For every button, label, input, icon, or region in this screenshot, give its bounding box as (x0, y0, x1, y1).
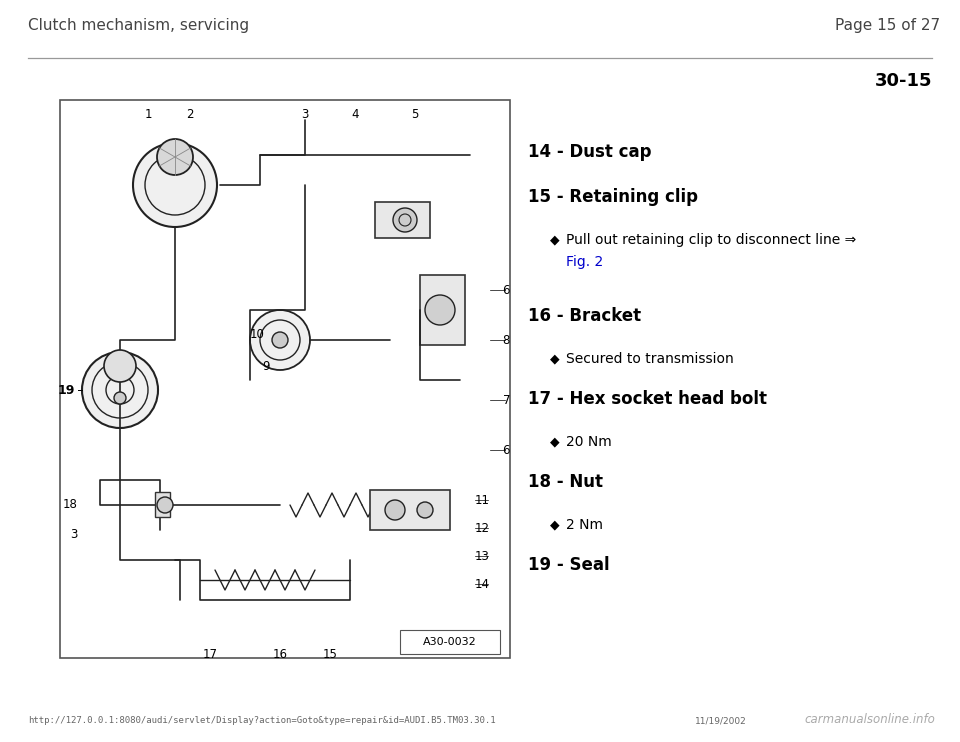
Text: 11: 11 (475, 493, 490, 507)
Bar (60, 100, 510, 658)
Circle shape (385, 500, 405, 520)
Text: 15 - Retaining clip: 15 - Retaining clip (528, 188, 698, 206)
Text: Secured to transmission: Secured to transmission (566, 352, 733, 366)
Text: 30-15: 30-15 (875, 72, 932, 90)
Text: 3: 3 (301, 108, 309, 121)
Circle shape (114, 392, 126, 404)
Text: 19: 19 (58, 384, 75, 396)
Text: http://127.0.0.1:8080/audi/servlet/Display?action=Goto&type=repair&id=AUDI.B5.TM: http://127.0.0.1:8080/audi/servlet/Displ… (28, 716, 495, 725)
Circle shape (133, 143, 217, 227)
Circle shape (272, 332, 288, 348)
Text: 18 - Nut: 18 - Nut (528, 473, 603, 491)
Text: 5: 5 (411, 108, 419, 121)
Text: 10: 10 (251, 329, 265, 341)
Text: 3: 3 (71, 528, 78, 542)
Text: 12: 12 (475, 522, 490, 534)
Bar (400, 630, 500, 654)
Text: 9: 9 (262, 360, 270, 373)
Text: Clutch mechanism, servicing: Clutch mechanism, servicing (28, 18, 250, 33)
Circle shape (82, 352, 158, 428)
Text: 15: 15 (323, 648, 337, 661)
Text: ◆: ◆ (550, 233, 560, 246)
Text: Page 15 of 27: Page 15 of 27 (835, 18, 940, 33)
Text: 16: 16 (273, 648, 287, 661)
Text: 17 - Hex socket head bolt: 17 - Hex socket head bolt (528, 390, 767, 408)
Text: Pull out retaining clip to disconnect line ⇒: Pull out retaining clip to disconnect li… (566, 233, 856, 247)
Text: 14 - Dust cap: 14 - Dust cap (528, 143, 652, 161)
Text: ◆: ◆ (550, 518, 560, 531)
Text: 14: 14 (475, 577, 490, 591)
Text: A30-0032: A30-0032 (423, 637, 477, 647)
Text: 8: 8 (503, 333, 510, 347)
Bar (420, 275, 465, 345)
Text: ◆: ◆ (550, 352, 560, 365)
Circle shape (393, 208, 417, 232)
Circle shape (157, 497, 173, 513)
Text: 18: 18 (63, 499, 78, 511)
Text: 11/19/2002: 11/19/2002 (695, 716, 747, 725)
Bar (370, 490, 450, 530)
Text: carmanualsonline.info: carmanualsonline.info (804, 713, 935, 726)
Text: 19 - Seal: 19 - Seal (528, 556, 610, 574)
Circle shape (417, 502, 433, 518)
Bar (155, 492, 170, 517)
Bar (375, 202, 430, 238)
Text: 6: 6 (502, 283, 510, 297)
Text: 1: 1 (144, 108, 152, 121)
Circle shape (425, 295, 455, 325)
Circle shape (250, 310, 310, 370)
Text: 13: 13 (475, 550, 490, 562)
Text: 6: 6 (502, 444, 510, 456)
Text: Fig. 2: Fig. 2 (566, 255, 603, 269)
Text: ◆: ◆ (550, 435, 560, 448)
Circle shape (104, 350, 136, 382)
Text: 16 - Bracket: 16 - Bracket (528, 307, 641, 325)
Text: 17: 17 (203, 648, 218, 661)
Text: 7: 7 (502, 393, 510, 407)
Text: 2 Nm: 2 Nm (566, 518, 603, 532)
Text: 4: 4 (351, 108, 359, 121)
Circle shape (157, 139, 193, 175)
Text: 2: 2 (186, 108, 194, 121)
Text: 20 Nm: 20 Nm (566, 435, 612, 449)
